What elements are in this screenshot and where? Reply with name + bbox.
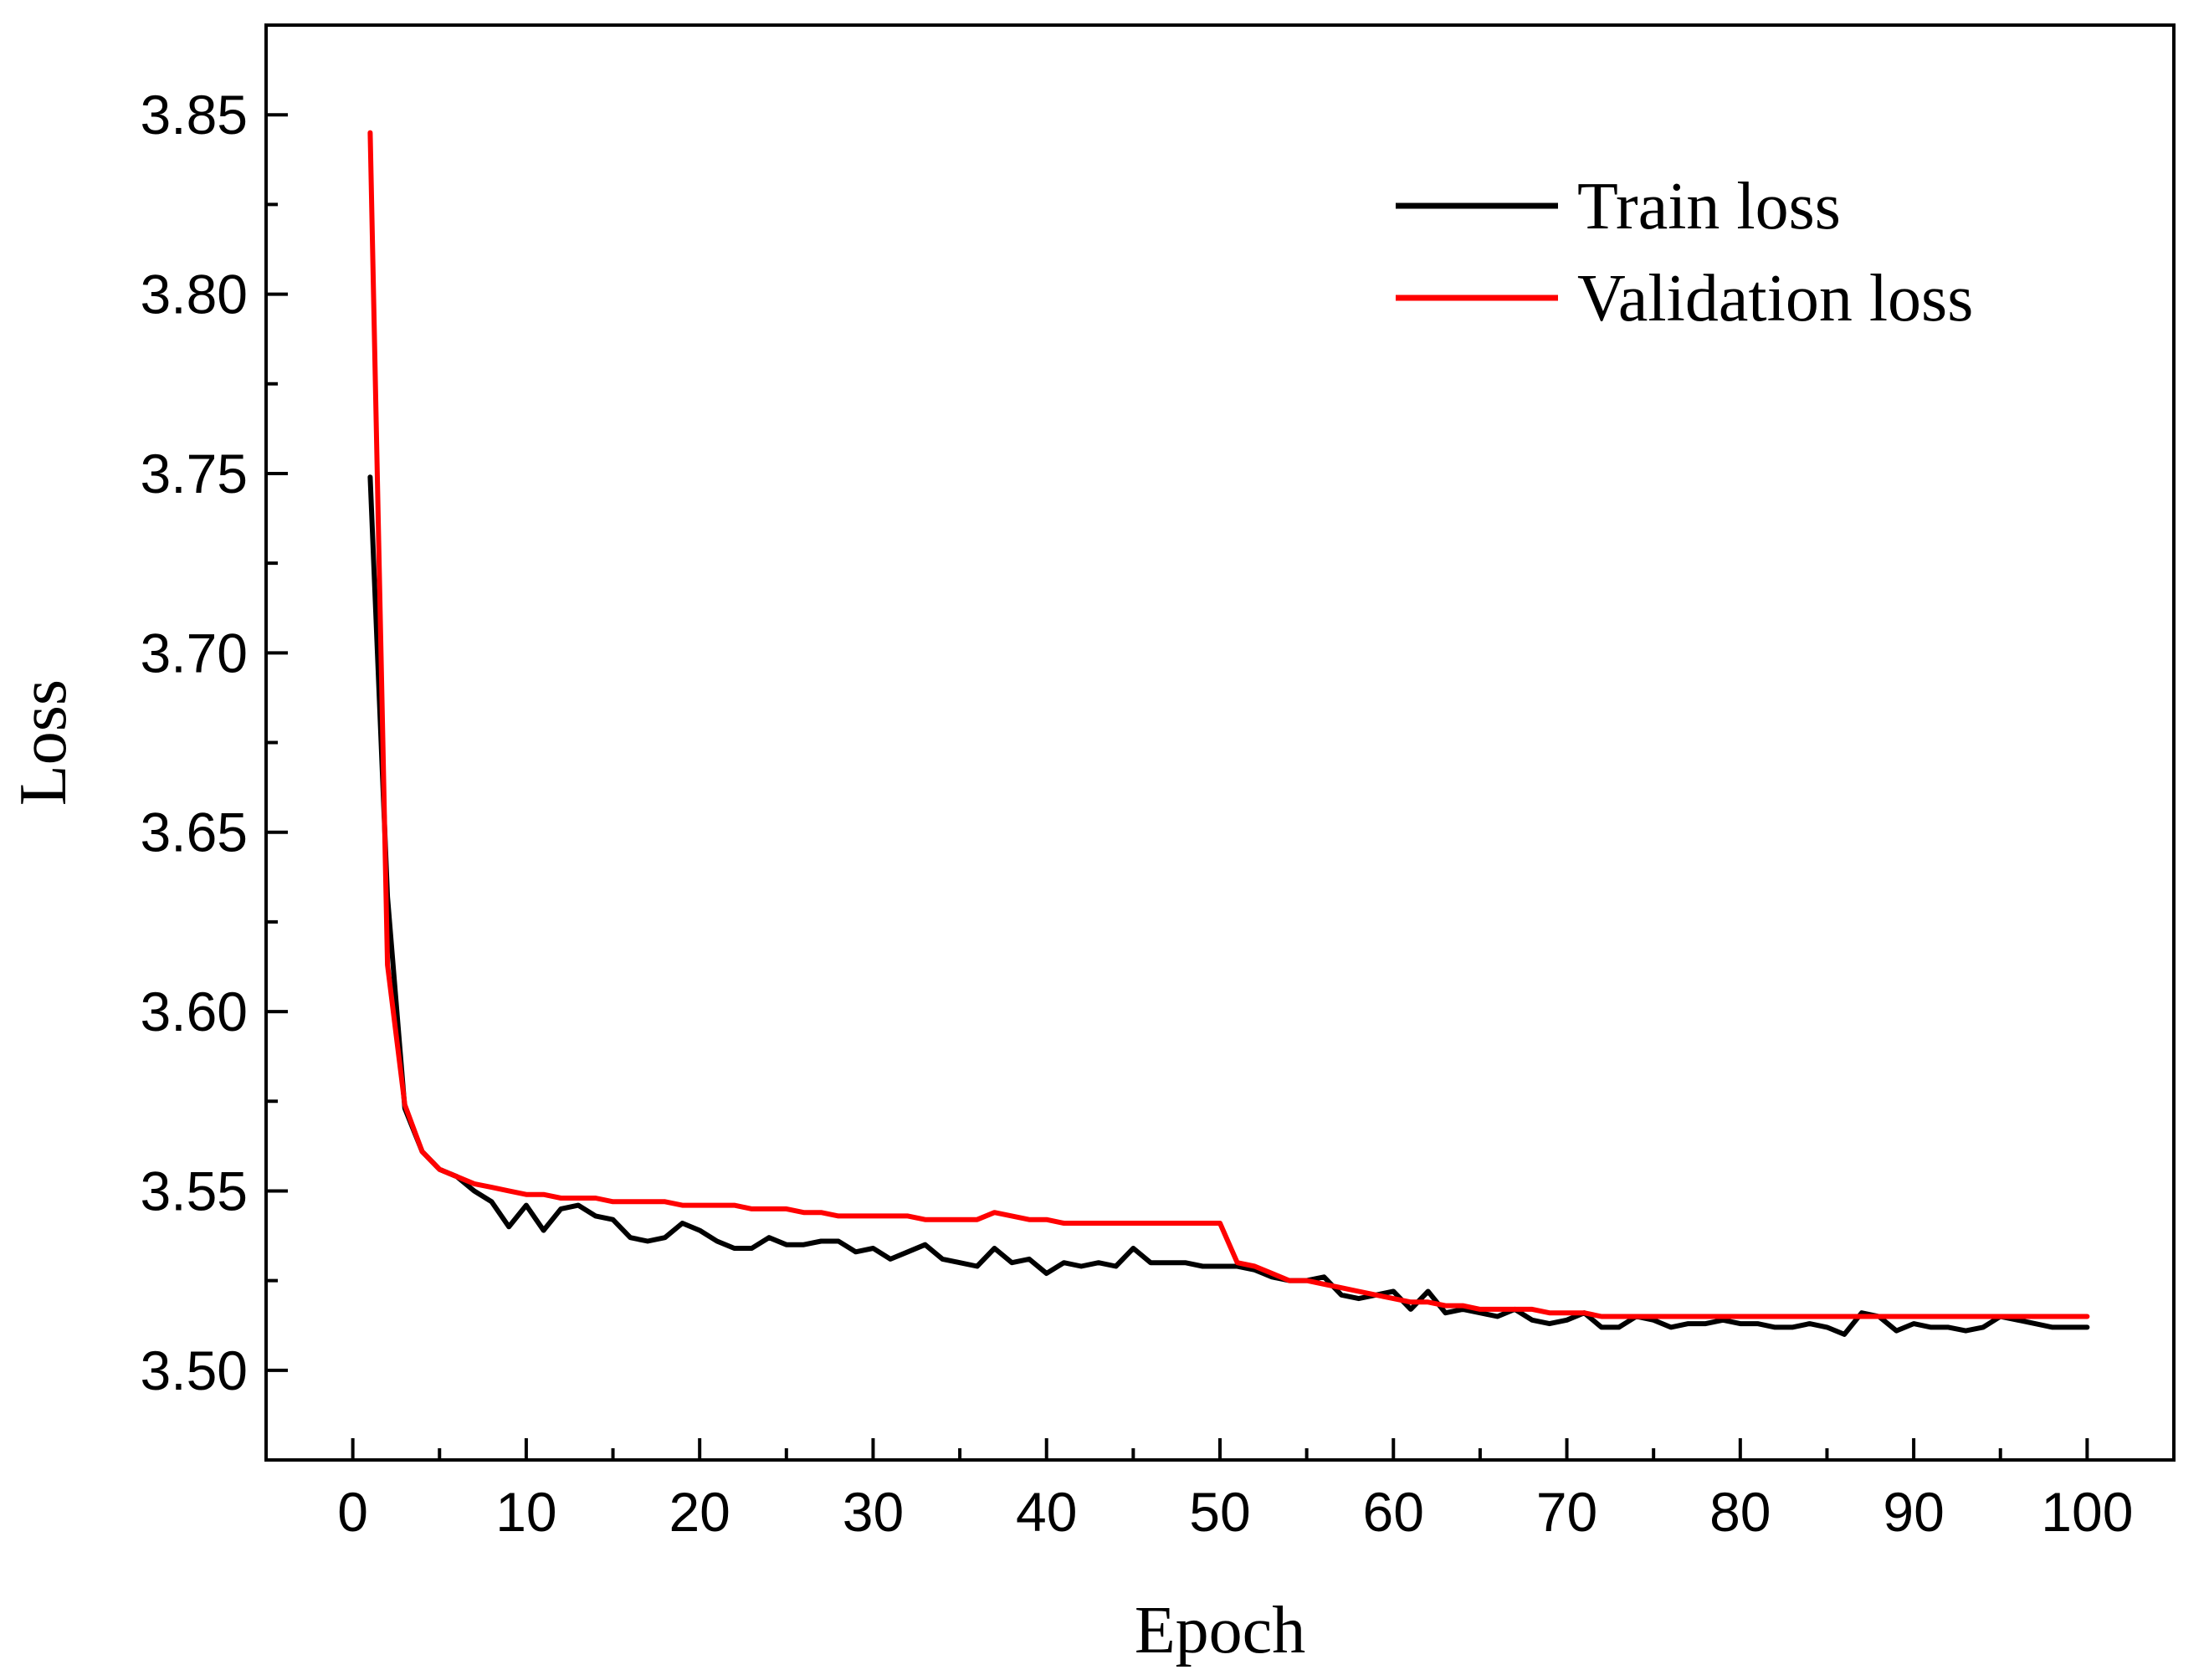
x-tick-label: 80: [1709, 1481, 1771, 1543]
x-tick-label: 10: [495, 1481, 556, 1543]
y-axis-title: Loss: [7, 679, 80, 806]
x-tick-label: 30: [843, 1481, 904, 1543]
series-line-validation-loss: [367, 130, 2090, 1319]
x-tick-label: 0: [337, 1481, 368, 1543]
legend-label: Train loss: [1577, 170, 1841, 243]
y-tick-label: 3.60: [141, 981, 248, 1042]
x-tick-label: 100: [2041, 1481, 2133, 1543]
x-tick-label: 20: [669, 1481, 730, 1543]
x-tick-label: 70: [1536, 1481, 1597, 1543]
y-tick-label: 3.80: [141, 264, 248, 325]
y-tick-label: 3.50: [141, 1339, 248, 1401]
x-tick-label: 40: [1016, 1481, 1077, 1543]
x-tick-label: 50: [1189, 1481, 1250, 1543]
series-line-train-loss: [367, 474, 2090, 1337]
y-tick-label: 3.70: [141, 622, 248, 684]
plot-area: 0 10 20 30 40 50 60 70 80 90 100 3.50 3.55 3.60 3.65 3.…: [7, 23, 2176, 1667]
x-tick-label: 60: [1363, 1481, 1424, 1543]
y-tick-label: 3.65: [141, 802, 248, 863]
x-axis-title: Epoch: [1135, 1594, 1305, 1667]
legend-label: Validation loss: [1577, 262, 1973, 335]
y-tick-label: 3.75: [141, 443, 248, 505]
x-tick-label: 90: [1883, 1481, 1944, 1543]
y-tick-label: 3.85: [141, 84, 248, 146]
plot-frame: [264, 23, 2176, 1462]
y-tick-label: 3.55: [141, 1160, 248, 1222]
